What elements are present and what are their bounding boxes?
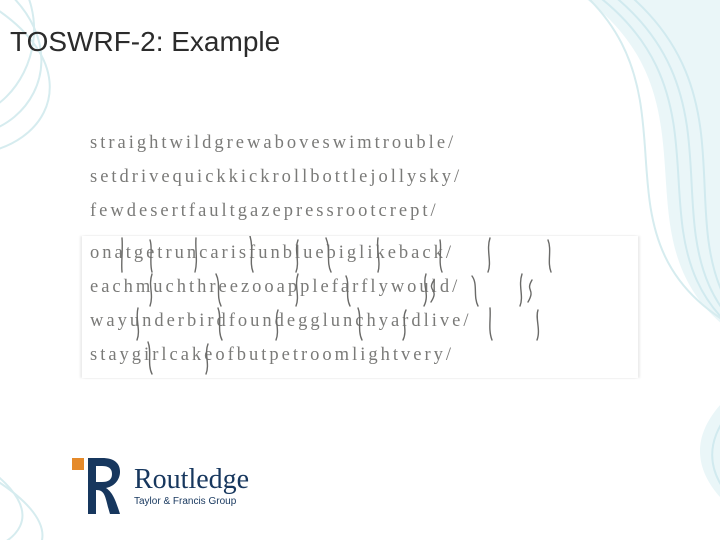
text-line: staygirlcakeofbutpetroomlightvery/	[82, 338, 638, 372]
publisher-logo: Routledge Taylor & Francis Group	[72, 456, 249, 516]
text-line: wayunderbirdfoundegglunchyardlive/	[82, 304, 638, 338]
text-line: fewdesertfaultgazepressrootcrept/	[82, 194, 638, 228]
text-line: straightwildgrewaboveswimtrouble/	[82, 126, 638, 160]
text-line: setdrivequickkickrollbottlejollysky/	[82, 160, 638, 194]
logo-tagline: Taylor & Francis Group	[134, 496, 249, 507]
text-line: onatgetruncarisfunbluebiglikeback/	[82, 236, 638, 270]
upper-lines: straightwildgrewaboveswimtrouble/ setdri…	[82, 126, 638, 228]
text-line: eachmuchthreezooapplefarflywould/	[82, 270, 638, 304]
routledge-r-icon	[72, 458, 122, 514]
logo-wordmark: Routledge	[134, 466, 249, 494]
example-image: straightwildgrewaboveswimtrouble/ setdri…	[82, 120, 638, 378]
lower-lines-with-marks: onatgetruncarisfunbluebiglikeback/ eachm…	[82, 236, 638, 378]
slide-title: TOSWRF-2: Example	[10, 26, 280, 58]
logo-text-block: Routledge Taylor & Francis Group	[134, 466, 249, 507]
